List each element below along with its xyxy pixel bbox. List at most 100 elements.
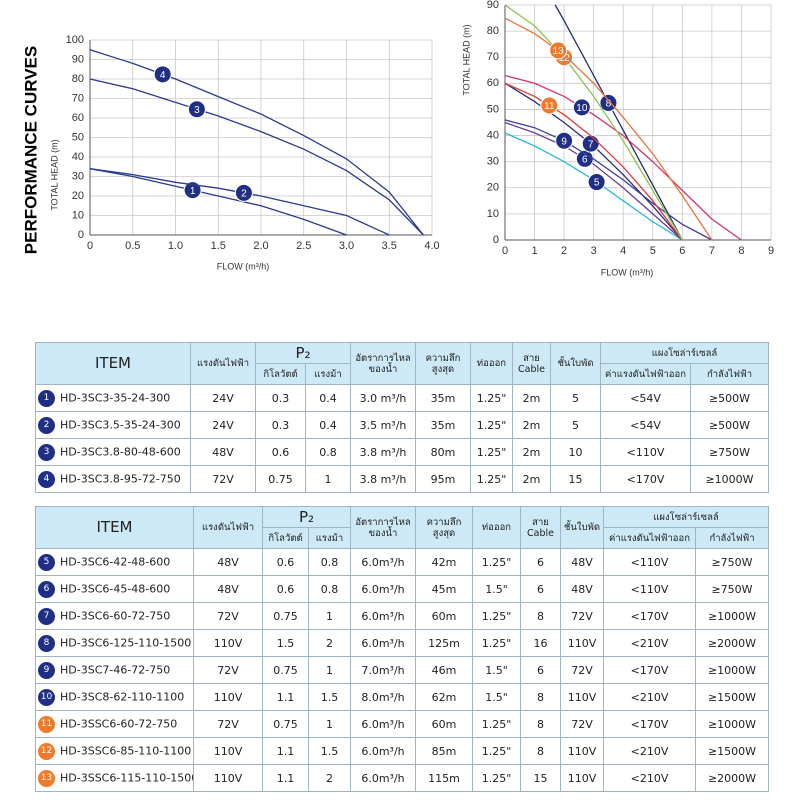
y-tick-label: 100: [66, 34, 84, 46]
table-row: 2 HD-3SC3.5-35-24-300 24V 0.3 0.4 3.5 m³/h 35m…: [35, 411, 770, 439]
table-cell: 0.75: [255, 465, 306, 493]
curve: [89, 78, 424, 236]
table-cell: 72V: [193, 656, 263, 684]
table-cell: 6.0m³/h: [350, 548, 416, 576]
y-axis-label: TOTAL HEAD (m): [49, 139, 59, 210]
table-cell: 10: [550, 438, 601, 466]
column-subheader: ค่าแรงดันไฟฟ้าออก: [603, 527, 696, 549]
table-row: 9 HD-3SC7-46-72-750 72V 0.75 1 7.0m³/h 46m 1.5"…: [35, 656, 770, 684]
y-tick-label: 80: [487, 25, 499, 37]
column-header: ชั้นใบพัด: [560, 506, 604, 549]
table-cell: 5: [550, 411, 601, 439]
x-tick-label: 2.5: [296, 240, 311, 252]
column-header: ITEM: [35, 506, 194, 549]
item-cell: 10 HD-3SC8-62-110-1100: [35, 683, 194, 711]
item-cell: 9 HD-3SC7-46-72-750: [35, 656, 194, 684]
table-cell: 110V: [193, 629, 263, 657]
item-badge: 13: [38, 769, 55, 787]
table-cell: 3.8 m³/h: [350, 465, 416, 493]
item-name: HD-3SC3.5-35-24-300: [60, 418, 181, 431]
y-tick-label: 40: [72, 151, 84, 163]
table-cell: 1.5: [308, 737, 351, 765]
item-cell: 11 HD-3SSC6-60-72-750: [35, 710, 194, 738]
table-cell: 110V: [560, 629, 604, 657]
spec-table: ITEM แรงดันไฟฟ้า P₂ อัตราการไหล ของน้ำ ความล…: [35, 342, 770, 493]
table-cell: 0.6: [262, 548, 309, 576]
column-header: แผงโซล่าร์เซลล์: [602, 506, 770, 528]
column-header: ท่อออก: [472, 506, 521, 549]
table-cell: 1: [308, 710, 351, 738]
x-tick-label: 1.5: [211, 240, 226, 252]
table-row: 5 HD-3SC6-42-48-600 48V 0.6 0.8 6.0m³/h 42m 1.2…: [35, 548, 770, 576]
table-cell: 3.0 m³/h: [350, 384, 416, 412]
item-name: HD-3SSC6-85-110-1100: [60, 744, 192, 757]
curve-marker: [572, 98, 591, 117]
table-cell: 35m: [415, 411, 471, 439]
curve-label: 2: [241, 189, 247, 200]
table-cell: 8: [520, 737, 561, 765]
curve-label: 11: [544, 101, 555, 112]
x-tick-label: 2: [561, 245, 567, 257]
item-cell: 12 HD-3SSC6-85-110-1100: [35, 737, 194, 765]
curve: [504, 4, 683, 241]
table-cell: 3.8 m³/h: [350, 438, 416, 466]
item-badge: 3: [38, 443, 55, 461]
y-tick-label: 20: [487, 182, 499, 194]
table-cell: <54V: [600, 384, 691, 412]
table-cell: 8: [520, 710, 561, 738]
table-cell: 125m: [415, 629, 473, 657]
header-row: ITEM แรงดันไฟฟ้า P₂ อัตราการไหล ของน้ำ ความล…: [35, 506, 770, 549]
table-cell: ≥1000W: [694, 710, 770, 738]
item-name: HD-3SC7-46-72-750: [60, 663, 171, 676]
table-cell: 1.5": [472, 683, 521, 711]
column-header: ความลึกสูงสุด: [415, 506, 473, 549]
curve-label: 6: [582, 154, 588, 165]
table-cell: 72V: [193, 602, 263, 630]
column-subheader: แรงม้า: [308, 527, 351, 549]
column-header: สาย Cable: [520, 506, 561, 549]
table-cell: 2m: [512, 438, 551, 466]
page-title: PERFORMANCE CURVES: [21, 46, 40, 254]
item-name: HD-3SSC6-115-110-1500: [60, 771, 194, 784]
table-cell: 0.8: [305, 438, 351, 466]
table-cell: 1.25": [470, 465, 513, 493]
table-cell: 8.0m³/h: [350, 683, 416, 711]
table-cell: 110V: [193, 737, 263, 765]
table-cell: 110V: [560, 764, 604, 792]
table-row: 8 HD-3SC6-125-110-1500 110V 1.5 2 6.0m³/h 125m…: [35, 629, 770, 657]
table-row: 1 HD-3SC3-35-24-300 24V 0.3 0.4 3.0 m³/h 35m 1.…: [35, 384, 770, 412]
table-cell: 1.25": [472, 602, 521, 630]
item-name: HD-3SC6-42-48-600: [60, 555, 171, 568]
table-cell: 45m: [415, 575, 473, 603]
table-cell: ≥1500W: [694, 683, 770, 711]
curve: [89, 49, 424, 236]
item-badge: 5: [38, 553, 55, 571]
table-cell: 0.4: [305, 411, 351, 439]
item-badge: 11: [38, 715, 55, 733]
table-cell: 6: [520, 575, 561, 603]
item-cell: 7 HD-3SC6-60-72-750: [35, 602, 194, 630]
table-cell: ≥750W: [694, 575, 770, 603]
table-cell: 0.8: [308, 548, 351, 576]
table-cell: 15: [550, 465, 601, 493]
table-cell: 1: [308, 602, 351, 630]
table-cell: ≥750W: [694, 548, 770, 576]
curve-label: 1: [190, 186, 196, 197]
x-tick-label: 3.5: [382, 240, 397, 252]
table-cell: 1.25": [472, 710, 521, 738]
table-cell: <110V: [603, 548, 696, 576]
table-cell: 110V: [193, 764, 263, 792]
curve-marker: [587, 173, 606, 192]
table-cell: 6.0m³/h: [350, 575, 416, 603]
y-tick-label: 70: [72, 92, 84, 104]
item-badge: 4: [38, 470, 55, 488]
x-tick-label: 0: [502, 245, 508, 257]
y-tick-label: 40: [487, 129, 499, 141]
table-cell: 2m: [512, 411, 551, 439]
item-name: HD-3SC3.8-95-72-750: [60, 472, 181, 485]
table-cell: 6.0m³/h: [350, 710, 416, 738]
table-cell: 1.25": [472, 548, 521, 576]
item-badge: 1: [38, 389, 55, 407]
item-name: HD-3SC3.8-80-48-600: [60, 445, 181, 458]
